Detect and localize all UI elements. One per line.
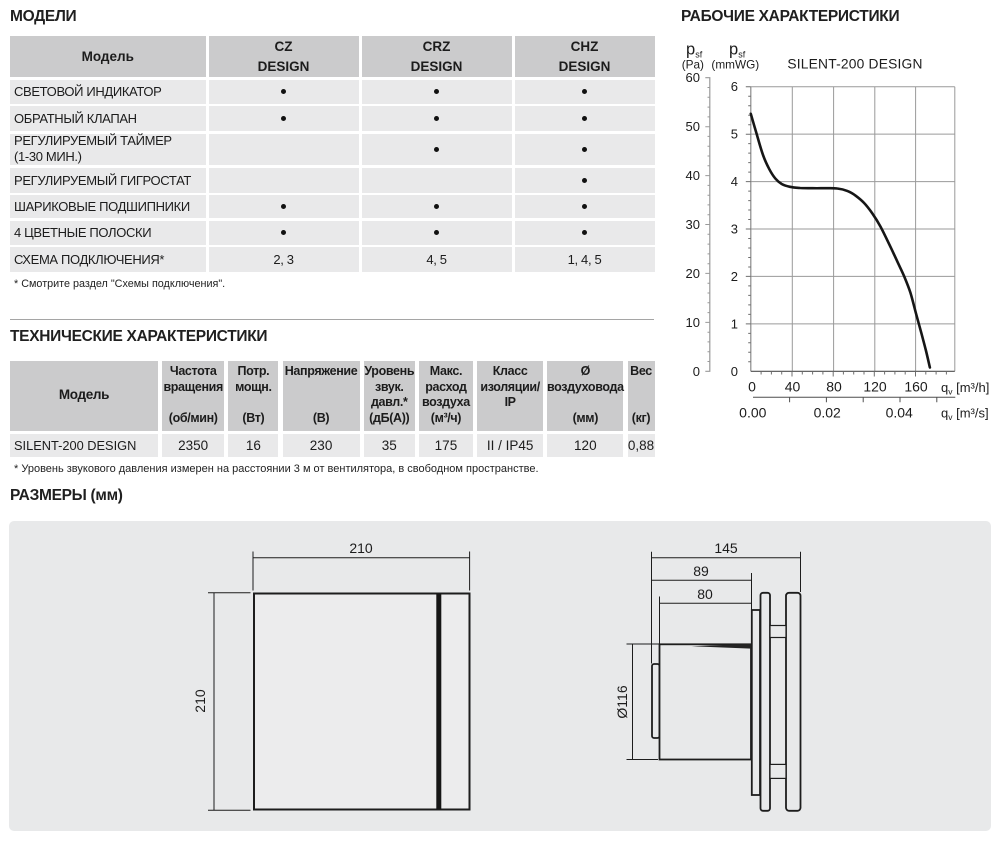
svg-text:(Pa): (Pa) <box>682 58 704 72</box>
svg-text:210: 210 <box>192 689 208 713</box>
svg-text:qv [m³/s]: qv [m³/s] <box>941 406 989 423</box>
svg-text:SILENT-200 DESIGN: SILENT-200 DESIGN <box>787 57 922 72</box>
svg-text:qv [m³/h]: qv [m³/h] <box>941 380 989 397</box>
svg-text:10: 10 <box>686 315 700 330</box>
svg-text:145: 145 <box>714 540 738 556</box>
svg-text:89: 89 <box>693 563 709 579</box>
svg-text:80: 80 <box>697 586 713 602</box>
svg-text:0.04: 0.04 <box>886 405 913 421</box>
svg-text:2: 2 <box>731 269 738 284</box>
svg-text:20: 20 <box>686 266 700 281</box>
svg-text:160: 160 <box>904 379 928 395</box>
svg-text:30: 30 <box>686 217 700 232</box>
svg-text:80: 80 <box>826 379 842 395</box>
svg-text:40: 40 <box>686 168 700 183</box>
svg-text:0: 0 <box>748 379 756 395</box>
svg-text:210: 210 <box>349 540 373 556</box>
svg-text:Ø116: Ø116 <box>614 685 630 718</box>
svg-text:0.00: 0.00 <box>739 405 766 421</box>
svg-text:40: 40 <box>785 379 801 395</box>
svg-text:6: 6 <box>731 79 738 94</box>
svg-text:0.02: 0.02 <box>814 405 841 421</box>
svg-text:1: 1 <box>731 316 738 331</box>
svg-text:0: 0 <box>731 364 738 379</box>
svg-text:3: 3 <box>731 222 738 237</box>
svg-text:4: 4 <box>731 174 738 189</box>
svg-text:120: 120 <box>863 379 887 395</box>
svg-text:60: 60 <box>686 70 700 85</box>
svg-text:5: 5 <box>731 127 738 142</box>
svg-text:0: 0 <box>693 364 700 379</box>
svg-text:50: 50 <box>686 119 700 134</box>
svg-text:(mmWG): (mmWG) <box>711 58 759 72</box>
